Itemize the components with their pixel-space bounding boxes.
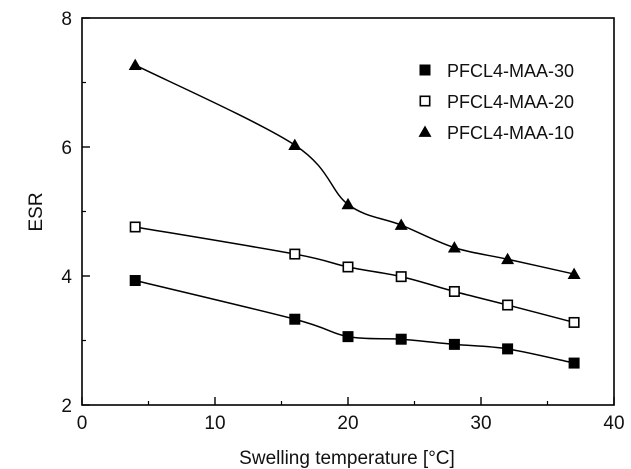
y-axis-label: ESR [26, 192, 47, 231]
data-point [342, 331, 354, 343]
data-point [289, 248, 301, 260]
data-point [502, 343, 514, 355]
x-tick-label: 0 [77, 413, 88, 434]
legend: PFCL4-MAA-30 PFCL4-MAA-20 PFCL4-MAA-10 [418, 61, 574, 143]
data-point [342, 261, 354, 273]
data-point [128, 58, 142, 70]
data-point [502, 299, 514, 311]
data-point [448, 285, 460, 297]
x-axis-label: Swelling temperature [°C] [239, 448, 455, 469]
data-point [447, 241, 461, 253]
data-point [129, 221, 141, 233]
data-point [501, 252, 515, 265]
series-1 [129, 275, 580, 369]
legend-marker [418, 125, 432, 137]
data-point [568, 357, 580, 369]
data-point [568, 316, 580, 328]
legend-marker [419, 64, 431, 76]
series-2 [129, 221, 580, 328]
tick-labels: 0 10 20 30 40 2 4 6 8 [61, 9, 624, 434]
data-point [567, 267, 581, 279]
legend-marker [419, 95, 431, 107]
legend-label: PFCL4-MAA-10 [447, 123, 574, 143]
x-tick-label: 30 [470, 413, 491, 434]
data-point [394, 218, 408, 230]
y-tick-label: 8 [61, 9, 72, 30]
x-tick-label: 20 [337, 413, 358, 434]
y-tick-label: 6 [61, 138, 72, 159]
x-tick-label: 40 [603, 413, 624, 434]
legend-label: PFCL4-MAA-30 [447, 61, 574, 81]
data-point [289, 313, 301, 325]
axis-ticks [81, 17, 615, 406]
data-point [395, 333, 407, 345]
y-tick-label: 4 [61, 267, 72, 288]
x-tick-label: 10 [204, 413, 225, 434]
data-point [395, 271, 407, 283]
y-tick-label: 2 [61, 396, 72, 417]
data-point [129, 275, 141, 287]
data-point [341, 197, 355, 210]
data-point [448, 338, 460, 350]
series-3 [128, 58, 581, 279]
series-group [128, 58, 581, 369]
legend-label: PFCL4-MAA-20 [447, 92, 574, 112]
data-point [288, 138, 302, 150]
